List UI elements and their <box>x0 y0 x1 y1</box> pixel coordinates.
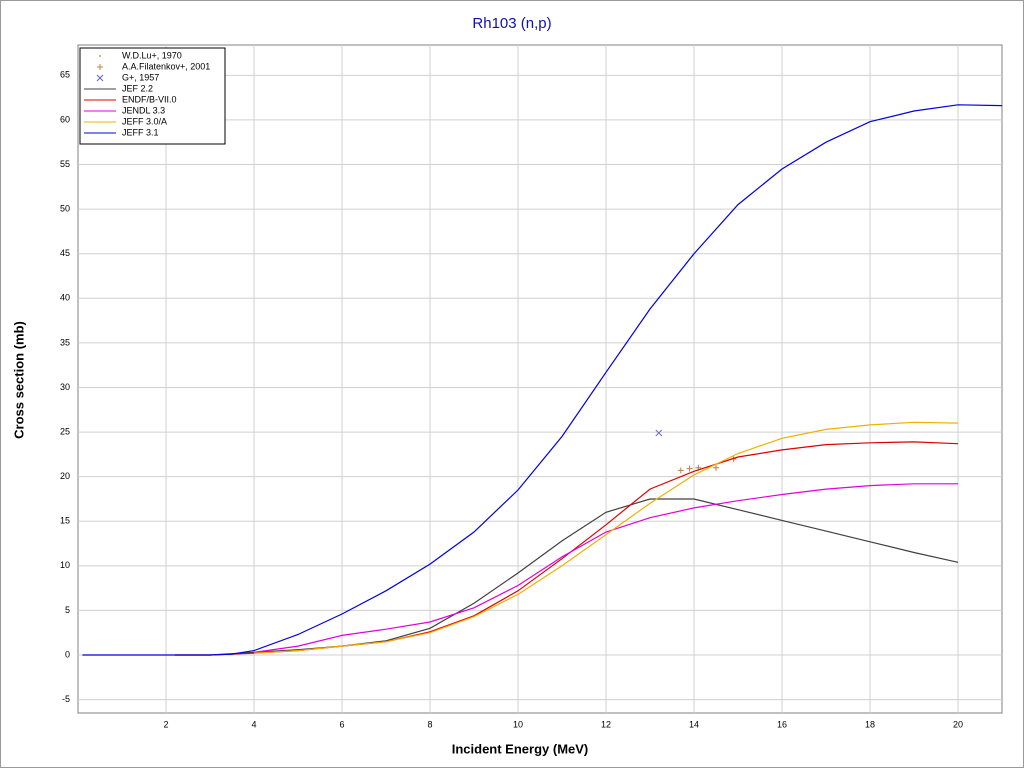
y-tick-label: 20 <box>60 471 70 481</box>
data-point <box>677 467 684 474</box>
plot-area <box>77 44 1003 714</box>
legend-marker <box>97 64 103 70</box>
data-line <box>253 421 959 654</box>
legend-label: JENDL 3.3 <box>122 105 165 115</box>
y-tick-label: 50 <box>60 203 70 213</box>
y-tick-label: 55 <box>60 159 70 169</box>
x-tick-label: 20 <box>953 719 963 729</box>
y-axis-label: Cross section (mb) <box>11 321 26 439</box>
x-tick-label: 4 <box>251 719 256 729</box>
data-point <box>686 465 693 472</box>
y-tick-label: -5 <box>62 694 70 704</box>
x-tick-label: 6 <box>339 719 344 729</box>
legend-label: JEFF 3.1 <box>122 127 159 137</box>
data-line <box>82 104 1003 656</box>
y-tick-label: 40 <box>60 293 70 303</box>
x-tick-label: 10 <box>513 719 523 729</box>
y-tick-label: 5 <box>65 605 70 615</box>
legend-label: W.D.Lu+, 1970 <box>122 50 182 60</box>
legend-label: JEF 2.2 <box>122 83 153 93</box>
y-tick-label: 10 <box>60 560 70 570</box>
x-tick-label: 16 <box>777 719 787 729</box>
x-tick-label: 14 <box>689 719 699 729</box>
x-tick-label: 18 <box>865 719 875 729</box>
x-tick-label: 2 <box>163 719 168 729</box>
y-tick-label: 25 <box>60 426 70 436</box>
data-line <box>253 483 958 653</box>
legend-marker <box>99 55 101 57</box>
data-point <box>655 429 663 437</box>
legend-box <box>79 47 226 145</box>
y-tick-label: 60 <box>60 114 70 124</box>
x-tick-label: 12 <box>601 719 611 729</box>
data-point <box>713 464 719 471</box>
legend-label: JEFF 3.0/A <box>122 116 167 126</box>
y-tick-label: 35 <box>60 337 70 347</box>
x-axis-label: Incident Energy (MeV) <box>452 741 589 756</box>
y-tick-label: 45 <box>60 248 70 258</box>
chart-title: Rh103 (n,p) <box>472 15 551 32</box>
y-tick-label: 15 <box>60 516 70 526</box>
legend-marker <box>96 74 104 82</box>
data-line <box>174 498 959 656</box>
y-tick-label: 30 <box>60 382 70 392</box>
y-tick-label: 0 <box>65 649 70 659</box>
y-tick-label: 65 <box>60 70 70 80</box>
x-tick-label: 8 <box>427 719 432 729</box>
legend-label: A.A.Filatenkov+, 2001 <box>122 61 210 71</box>
legend-label: G+, 1957 <box>122 72 159 82</box>
legend-label: ENDF/B-VII.0 <box>122 94 177 104</box>
